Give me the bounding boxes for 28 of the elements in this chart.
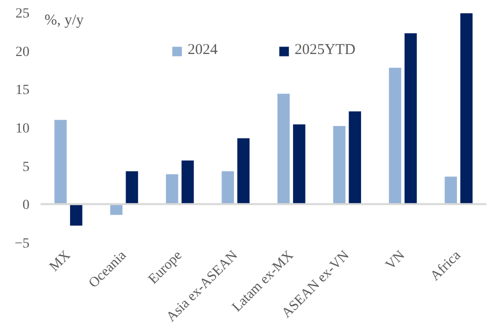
bar (404, 33, 417, 204)
bar (70, 204, 82, 226)
y-tick-label: 0 (22, 198, 30, 214)
bar (222, 171, 234, 204)
x-tick-label: VN (383, 248, 408, 274)
bar (182, 160, 194, 204)
bar (348, 111, 362, 204)
x-tick-label: MX (47, 248, 74, 275)
bar (444, 176, 457, 204)
bar (166, 174, 178, 204)
y-tick-label: 5 (22, 160, 30, 175)
y-tick-label: 15 (16, 83, 30, 98)
bar (126, 171, 138, 204)
y-axis-title: %, y/y (44, 12, 84, 28)
bar (333, 126, 346, 204)
legend-label: 2024 (188, 42, 218, 59)
y-tick-label: 20 (16, 44, 30, 60)
y-tick-label: 25 (16, 6, 30, 22)
legend-label: 2025YTD (294, 42, 356, 59)
y-tick-label: −5 (14, 236, 30, 252)
y-tick-label: 10 (16, 122, 30, 136)
bar (110, 204, 122, 215)
bar (277, 94, 290, 204)
bar (388, 68, 402, 204)
bar (460, 13, 473, 204)
bar (293, 124, 306, 204)
bar (237, 138, 250, 204)
bar (54, 120, 67, 204)
